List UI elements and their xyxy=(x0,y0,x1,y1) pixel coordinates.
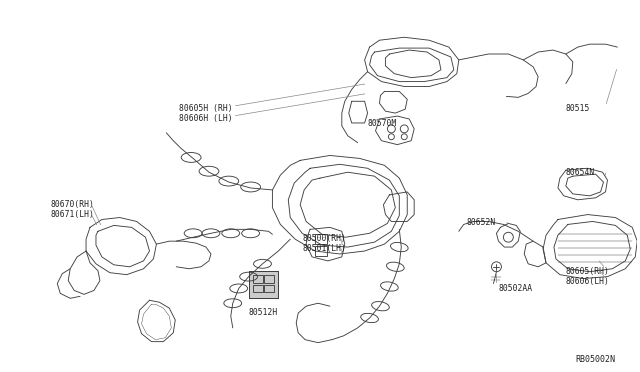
Text: 80652N: 80652N xyxy=(467,218,496,227)
Text: 80606H (LH): 80606H (LH) xyxy=(179,114,233,123)
Text: 80570M: 80570M xyxy=(367,119,397,128)
Bar xyxy=(248,271,278,298)
Bar xyxy=(264,275,275,283)
Text: RB05002N: RB05002N xyxy=(575,355,616,365)
Text: 80502AA: 80502AA xyxy=(499,283,532,292)
Bar xyxy=(248,271,278,298)
Text: 80500(RH): 80500(RH) xyxy=(302,234,346,243)
Bar xyxy=(315,246,327,256)
Text: 80501(LH): 80501(LH) xyxy=(302,244,346,253)
Text: 80654N: 80654N xyxy=(566,168,595,177)
Text: 80512H: 80512H xyxy=(249,308,278,317)
Bar xyxy=(315,234,327,244)
Text: 80515: 80515 xyxy=(566,104,590,113)
Text: 80606(LH): 80606(LH) xyxy=(566,277,610,286)
Bar xyxy=(253,275,262,283)
Polygon shape xyxy=(248,271,278,298)
Bar xyxy=(264,285,275,292)
Text: 80671(LH): 80671(LH) xyxy=(51,210,94,219)
Text: 80670(RH): 80670(RH) xyxy=(51,200,94,209)
Text: 80605H (RH): 80605H (RH) xyxy=(179,104,233,113)
Bar xyxy=(253,285,262,292)
Text: 80605(RH): 80605(RH) xyxy=(566,267,610,276)
